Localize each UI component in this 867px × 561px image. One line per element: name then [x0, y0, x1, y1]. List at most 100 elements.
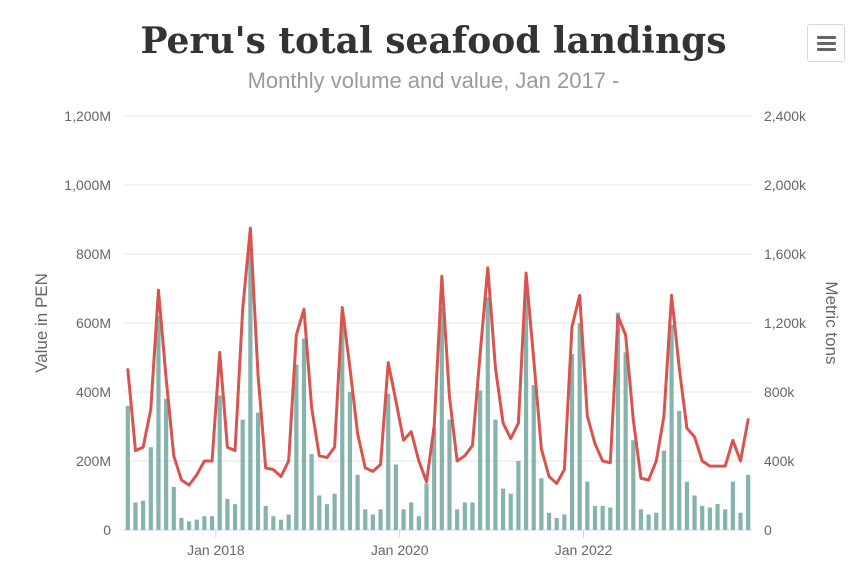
line-point-value-pen [647, 479, 650, 481]
line-point-value-pen [632, 418, 635, 421]
chart-menu-button[interactable] [807, 24, 845, 62]
bar-metric-tons [179, 517, 184, 530]
hamburger-icon-line [817, 42, 836, 45]
bar-metric-tons [500, 488, 506, 530]
line-point-value-pen [203, 460, 206, 462]
x-tick-label: Jan 2018 [187, 542, 245, 558]
line-point-value-pen [433, 425, 435, 428]
bar-metric-tons [171, 486, 176, 530]
line-point-value-pen [479, 353, 481, 355]
bar-metric-tons [585, 481, 590, 530]
y-right-tick-label: 2,400k [764, 108, 807, 124]
line-point-value-pen [693, 436, 696, 438]
y-right-axis-title: Metric tons [822, 281, 841, 364]
bar-metric-tons [455, 509, 460, 530]
bar-metric-tons [493, 419, 498, 530]
line-point-value-pen [295, 334, 298, 336]
bar-metric-tons [355, 474, 360, 530]
line-point-value-pen [509, 437, 512, 440]
bar-metric-tons [516, 461, 521, 530]
line-point-value-pen [594, 442, 596, 445]
line-point-value-pen [287, 460, 290, 462]
line-point-value-pen [218, 351, 221, 354]
bar-metric-tons [209, 516, 215, 530]
bar-metric-tons [715, 504, 720, 530]
bar-metric-tons [340, 323, 345, 530]
bar-metric-tons [409, 502, 414, 530]
bar-metric-tons [194, 519, 199, 530]
bar-metric-tons [692, 495, 697, 530]
line-point-value-pen [571, 325, 573, 328]
line-point-value-pen [732, 439, 734, 442]
y-right-tick-label: 2,000k [764, 177, 807, 193]
line-point-value-pen [739, 460, 742, 462]
bar-metric-tons [539, 478, 544, 530]
line-point-value-pen [364, 467, 367, 469]
y-left-tick-label: 1,200M [64, 108, 111, 124]
line-point-value-pen [441, 275, 443, 278]
bar-metric-tons [654, 512, 659, 530]
bar-metric-tons [600, 505, 605, 530]
bar-metric-tons [592, 505, 598, 530]
y-left-axis-title: Value in PEN [32, 273, 51, 373]
bar-metric-tons [263, 505, 268, 530]
line-point-value-pen [425, 480, 428, 483]
bar-metric-tons [546, 512, 552, 530]
bar-metric-tons [248, 236, 253, 530]
line-point-value-pen [134, 449, 137, 452]
y-right-tick-label: 1,200k [764, 315, 807, 331]
bar-metric-tons [125, 405, 130, 530]
bar-metric-tons [393, 464, 398, 530]
y-left-tick-label: 400M [76, 384, 111, 400]
bar-metric-tons [347, 392, 353, 530]
bar-metric-tons [439, 307, 444, 530]
y-left-tick-label: 600M [76, 315, 111, 331]
bar-metric-tons [677, 410, 682, 530]
line-point-value-pen [686, 427, 688, 430]
line-point-value-pen [517, 422, 520, 424]
line-point-value-pen [578, 294, 581, 297]
line-point-value-pen [525, 272, 527, 274]
line-point-value-pen [678, 367, 681, 369]
bar-metric-tons [615, 312, 621, 530]
bar-metric-tons [156, 316, 161, 530]
bar-metric-tons [577, 323, 582, 530]
bar-metric-tons [531, 385, 536, 530]
line-point-value-pen [670, 294, 673, 297]
bar-metric-tons [324, 504, 330, 530]
bar-metric-tons [478, 390, 483, 530]
line-point-value-pen [264, 467, 267, 469]
line-point-value-pen [395, 399, 397, 402]
line-point-value-pen [624, 334, 627, 336]
line-point-value-pen [341, 306, 344, 309]
line-point-value-pen [716, 465, 719, 467]
chart-subtitle: Monthly volume and value, Jan 2017 - [247, 68, 620, 93]
line-point-value-pen [356, 432, 359, 435]
bar-metric-tons [424, 483, 429, 530]
y-right-tick-label: 0 [764, 522, 772, 538]
y-right-tick-label: 1,600k [764, 246, 807, 262]
bar-metric-tons [294, 364, 299, 530]
bar-metric-tons [232, 504, 238, 530]
line-point-value-pen [257, 373, 259, 376]
line-point-value-pen [272, 468, 275, 471]
bar-metric-tons [462, 502, 467, 530]
line-point-value-pen [410, 430, 412, 433]
bar-metric-tons [332, 493, 337, 530]
line-point-value-pen [655, 460, 658, 462]
bar-metric-tons [301, 338, 307, 530]
line-point-value-pen [165, 377, 167, 380]
bar-metric-tons [416, 516, 421, 530]
line-point-value-pen [532, 358, 535, 361]
bar-metric-tons [631, 440, 636, 530]
y-left-tick-label: 800M [76, 246, 111, 262]
line-point-value-pen [211, 460, 213, 462]
line-point-value-pen [747, 418, 749, 421]
bar-metric-tons [202, 516, 207, 530]
bar-metric-tons [447, 419, 452, 530]
line-point-value-pen [249, 227, 252, 229]
bar-metric-tons [255, 412, 261, 530]
bar-metric-tons [669, 324, 674, 530]
line-point-value-pen [226, 446, 229, 449]
bar-metric-tons [569, 354, 575, 530]
